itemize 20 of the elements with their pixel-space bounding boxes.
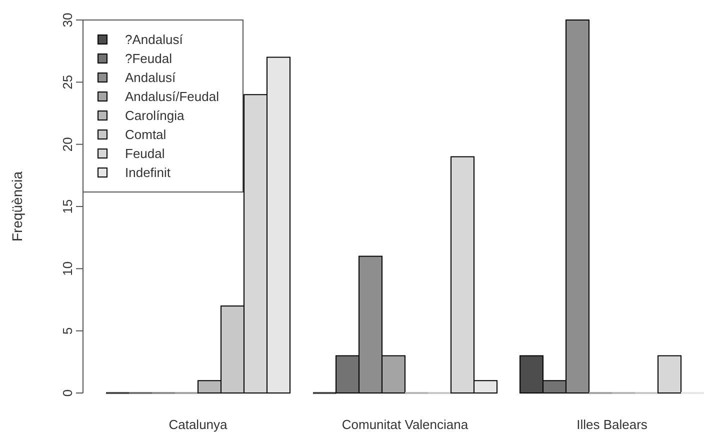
y-tick-label: 5 — [60, 327, 75, 334]
legend-label: Indefinit — [125, 165, 171, 180]
bar — [658, 355, 682, 394]
y-tick-label: 0 — [60, 389, 75, 397]
legend-label: Andalusí/Feudal — [125, 89, 220, 104]
legend-label: Andalusí — [125, 70, 176, 85]
legend-label: ?Andalusí — [125, 32, 184, 47]
y-tick-label: 20 — [60, 137, 75, 152]
y-tick-label: 25 — [60, 74, 75, 90]
x-tick-label: Illes Balears — [576, 417, 648, 432]
legend-label: Comtal — [125, 127, 166, 142]
legend-label: Feudal — [125, 146, 165, 161]
y-tick-label: 30 — [60, 12, 75, 28]
x-tick-label: Catalunya — [168, 417, 228, 432]
y-tick-label: 10 — [60, 261, 75, 276]
y-tick-label: 15 — [60, 199, 75, 214]
x-tick-label: Comunitat Valenciana — [342, 417, 469, 432]
legend-label: Carolíngia — [125, 108, 186, 123]
legend-label: ?Feudal — [125, 51, 172, 66]
y-axis-title: Freqüència — [9, 171, 25, 242]
